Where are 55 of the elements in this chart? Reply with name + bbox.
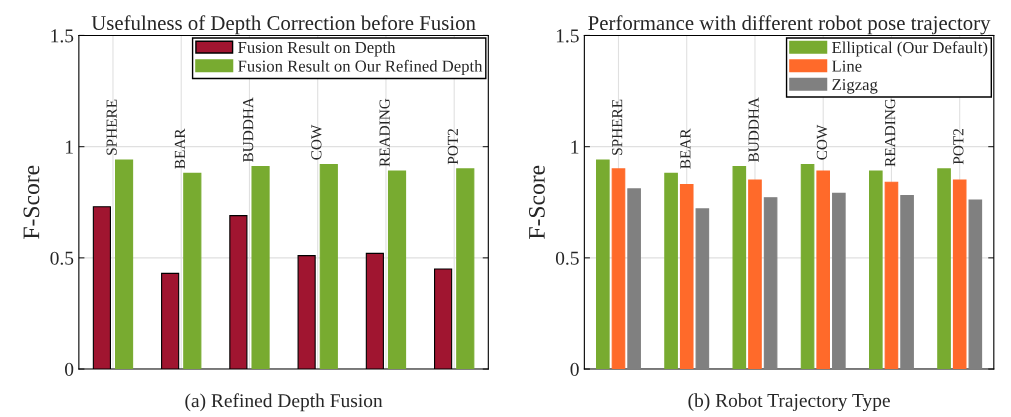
x-tick-label: BUDDHA: [243, 97, 254, 163]
bar: [763, 197, 778, 370]
bar: [664, 172, 678, 370]
x-tick-label: POT2: [447, 129, 459, 165]
bar: [952, 179, 967, 370]
x-axis-title: (b) Robot Trajectory Type: [688, 393, 890, 412]
x-tick-label: SPHERE: [612, 99, 623, 155]
y-tick-label: 0.5: [50, 251, 74, 265]
y-tick-label: 1.5: [51, 29, 74, 43]
y-tick-label: 0: [65, 362, 74, 376]
bar: [456, 168, 475, 370]
bar: [251, 166, 270, 370]
bar: [319, 163, 338, 370]
x-tick-label: BUDDHA: [748, 97, 759, 163]
bar: [627, 188, 641, 370]
bar: [937, 168, 951, 370]
bar: [114, 159, 134, 370]
bar: [183, 172, 202, 370]
bar: [884, 181, 899, 370]
legend-label: Elliptical (Our Default): [832, 41, 988, 57]
bar: [800, 163, 815, 370]
bar: [695, 208, 710, 370]
bar: [868, 170, 883, 370]
bar: [611, 168, 626, 370]
bar: [748, 179, 762, 370]
y-tick-label: 0.5: [555, 251, 579, 265]
x-tick-label: BEAR: [680, 128, 691, 169]
bar: [832, 192, 846, 370]
legend-label: Fusion Result on Depth: [238, 41, 396, 57]
y-axis-title: F-Score: [23, 165, 40, 239]
bar: [387, 170, 407, 370]
y-axis-title: F-Score: [528, 165, 545, 239]
bar: [679, 183, 694, 370]
x-tick-label: COW: [816, 124, 828, 160]
y-tick-label: 1: [65, 140, 73, 154]
x-tick-label: SPHERE: [106, 99, 117, 155]
y-tick-label: 0: [570, 362, 579, 376]
chart-title: Usefulness of Depth Correction before Fusion: [91, 15, 476, 35]
chart-title: Performance with different robot pose trajectory: [588, 15, 991, 35]
bar: [900, 195, 914, 370]
y-tick-label: 1: [571, 140, 579, 154]
legend-label: Line: [832, 60, 862, 72]
x-tick-label: READING: [885, 98, 896, 167]
y-tick-label: 1.5: [556, 29, 579, 43]
bar: [968, 199, 983, 370]
bar: [596, 159, 610, 370]
legend-label: Zigzag: [832, 79, 878, 94]
bar: [816, 170, 831, 370]
x-tick-label: COW: [311, 124, 322, 160]
legend-label: Fusion Result on Our Refined Depth: [238, 59, 483, 76]
x-tick-label: READING: [379, 98, 390, 167]
x-tick-label: BEAR: [174, 128, 185, 169]
x-tick-label: POT2: [953, 129, 964, 165]
x-axis-title: (a) Refined Depth Fusion: [185, 393, 383, 412]
bar: [732, 166, 747, 370]
